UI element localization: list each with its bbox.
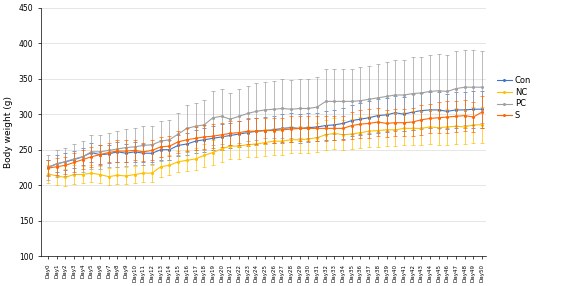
NC <box>366 130 373 133</box>
PC <box>357 99 364 102</box>
PC <box>45 166 52 169</box>
NC <box>479 123 486 126</box>
Line: PC: PC <box>47 86 483 168</box>
PC <box>175 132 182 136</box>
NC <box>461 125 468 129</box>
PC <box>140 144 147 147</box>
Line: Con: Con <box>47 108 483 168</box>
PC <box>184 127 190 130</box>
Con <box>470 108 477 111</box>
Con <box>479 108 486 111</box>
NC <box>149 171 156 175</box>
Legend: Con, NC, PC, S: Con, NC, PC, S <box>495 74 533 122</box>
S <box>357 122 364 126</box>
S <box>479 110 486 114</box>
PC <box>331 100 338 103</box>
Con <box>461 108 468 112</box>
NC <box>470 123 477 126</box>
S <box>331 127 338 130</box>
PC <box>470 86 477 89</box>
Y-axis label: Body weight (g): Body weight (g) <box>4 96 13 168</box>
NC <box>192 157 199 161</box>
Line: NC: NC <box>47 124 483 178</box>
Con <box>45 166 52 169</box>
Line: S: S <box>47 111 483 169</box>
Con <box>331 123 338 126</box>
S <box>184 138 190 142</box>
S <box>175 140 182 144</box>
Con <box>357 118 364 121</box>
NC <box>45 172 52 176</box>
Con <box>175 144 182 147</box>
Con <box>184 142 190 146</box>
Con <box>140 152 147 155</box>
NC <box>340 133 347 136</box>
PC <box>479 86 486 89</box>
S <box>470 115 477 119</box>
PC <box>461 86 468 89</box>
S <box>140 150 147 154</box>
NC <box>62 176 69 179</box>
NC <box>184 159 190 162</box>
S <box>45 166 52 170</box>
